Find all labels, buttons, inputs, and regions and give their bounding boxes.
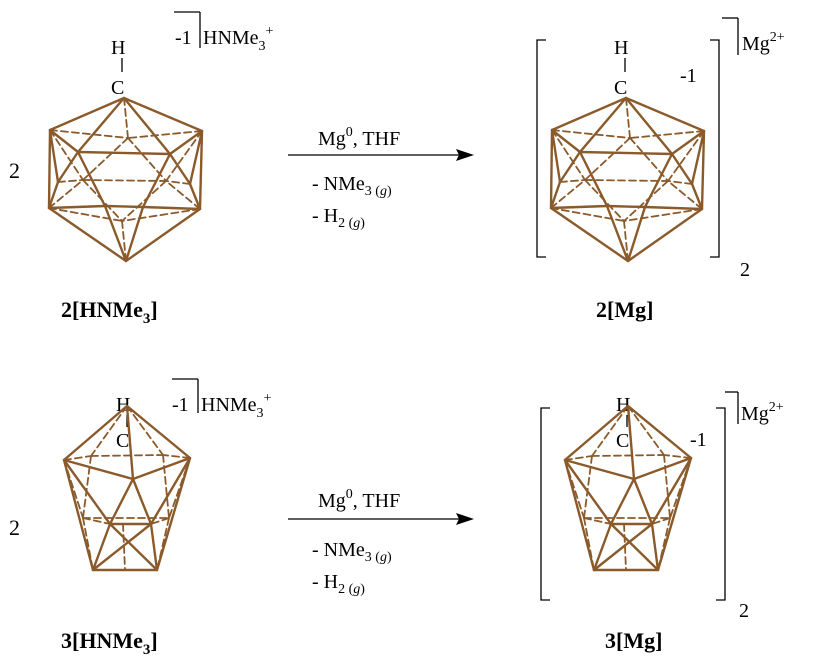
reactant-1-charge: -1 — [175, 27, 192, 49]
reaction-1-byproduct-1: - NMe3 (g) — [312, 173, 392, 199]
product-2: H C -1 2 Mg2+ 3[Mg] — [540, 391, 784, 653]
reactant-2-compound-label: 3[HNMe3] — [61, 628, 158, 658]
product-1-h-atom: H — [614, 37, 628, 59]
product-1-c-atom: C — [614, 77, 627, 99]
reaction-2-reagent: Mg0, THF — [318, 487, 400, 512]
product-2-bracket-subscript: 2 — [739, 600, 749, 622]
product-1-bracket-subscript: 2 — [740, 259, 750, 281]
product-1-left-bracket — [536, 39, 546, 258]
product-1-compound-label: 2[Mg] — [596, 297, 653, 322]
reactant-1-h-atom: H — [111, 37, 125, 59]
reaction-1-conditions: Mg0, THF - NMe3 (g) - H2 (g) — [288, 125, 474, 231]
reactant-2-charge: -1 — [172, 394, 189, 416]
reactant-1-compound-label: 2[HNMe3] — [61, 297, 158, 327]
product-1-right-bracket — [710, 39, 720, 258]
reactant-2-c-atom: C — [116, 430, 129, 452]
product-1-charge-bracket — [722, 17, 739, 55]
reactant-2-coefficient: 2 — [9, 515, 20, 540]
reactant-1-closo-cage — [47, 96, 204, 263]
product-2-charge: -1 — [690, 429, 707, 451]
product-2-cation: Mg2+ — [741, 400, 784, 425]
reactant-1: 2 H C -1 HNMe3+ 2[HNMe3] — [9, 11, 274, 327]
product-2-right-bracket — [716, 407, 726, 601]
reactant-1-charge-bracket — [174, 11, 201, 48]
reaction-2-arrow-head — [456, 513, 474, 525]
reaction-1-reagent: Mg0, THF — [318, 125, 400, 150]
reactant-1-c-atom: C — [111, 77, 124, 99]
reaction-1: 2 H C -1 HNMe3+ 2[HNMe3] Mg0, THF - NMe3… — [9, 11, 785, 327]
product-2-c-atom: C — [616, 430, 629, 452]
reaction-2-byproduct-1: - NMe3 (g) — [312, 539, 392, 565]
product-2-left-bracket — [540, 407, 550, 601]
product-2-compound-label: 3[Mg] — [605, 628, 662, 653]
reactant-2-cation: HNMe3+ — [201, 391, 272, 421]
reactant-1-cation: HNMe3+ — [203, 24, 274, 54]
product-1-cation: Mg2+ — [742, 30, 785, 55]
reactant-2-charge-bracket — [172, 378, 199, 413]
product-2-charge-bracket — [725, 391, 739, 424]
reactant-1-coefficient: 2 — [9, 158, 20, 183]
reaction-2-byproduct-2: - H2 (g) — [312, 571, 365, 597]
product-1: H C -1 2 Mg2+ 2[Mg] — [536, 17, 785, 322]
reaction-2: 2 H C -1 HNMe3+ 3[HNMe3] Mg0, THF - NMe3… — [9, 378, 784, 658]
reactant-2: 2 H C -1 HNMe3+ 3[HNMe3] — [9, 378, 272, 658]
product-1-closo-cage — [549, 96, 706, 263]
product-2-h-atom: H — [616, 394, 630, 416]
reaction-1-byproduct-2: - H2 (g) — [312, 205, 365, 231]
product-1-charge: -1 — [680, 65, 697, 87]
reaction-2-conditions: Mg0, THF - NMe3 (g) - H2 (g) — [288, 487, 474, 597]
reaction-1-arrow-head — [456, 149, 474, 161]
